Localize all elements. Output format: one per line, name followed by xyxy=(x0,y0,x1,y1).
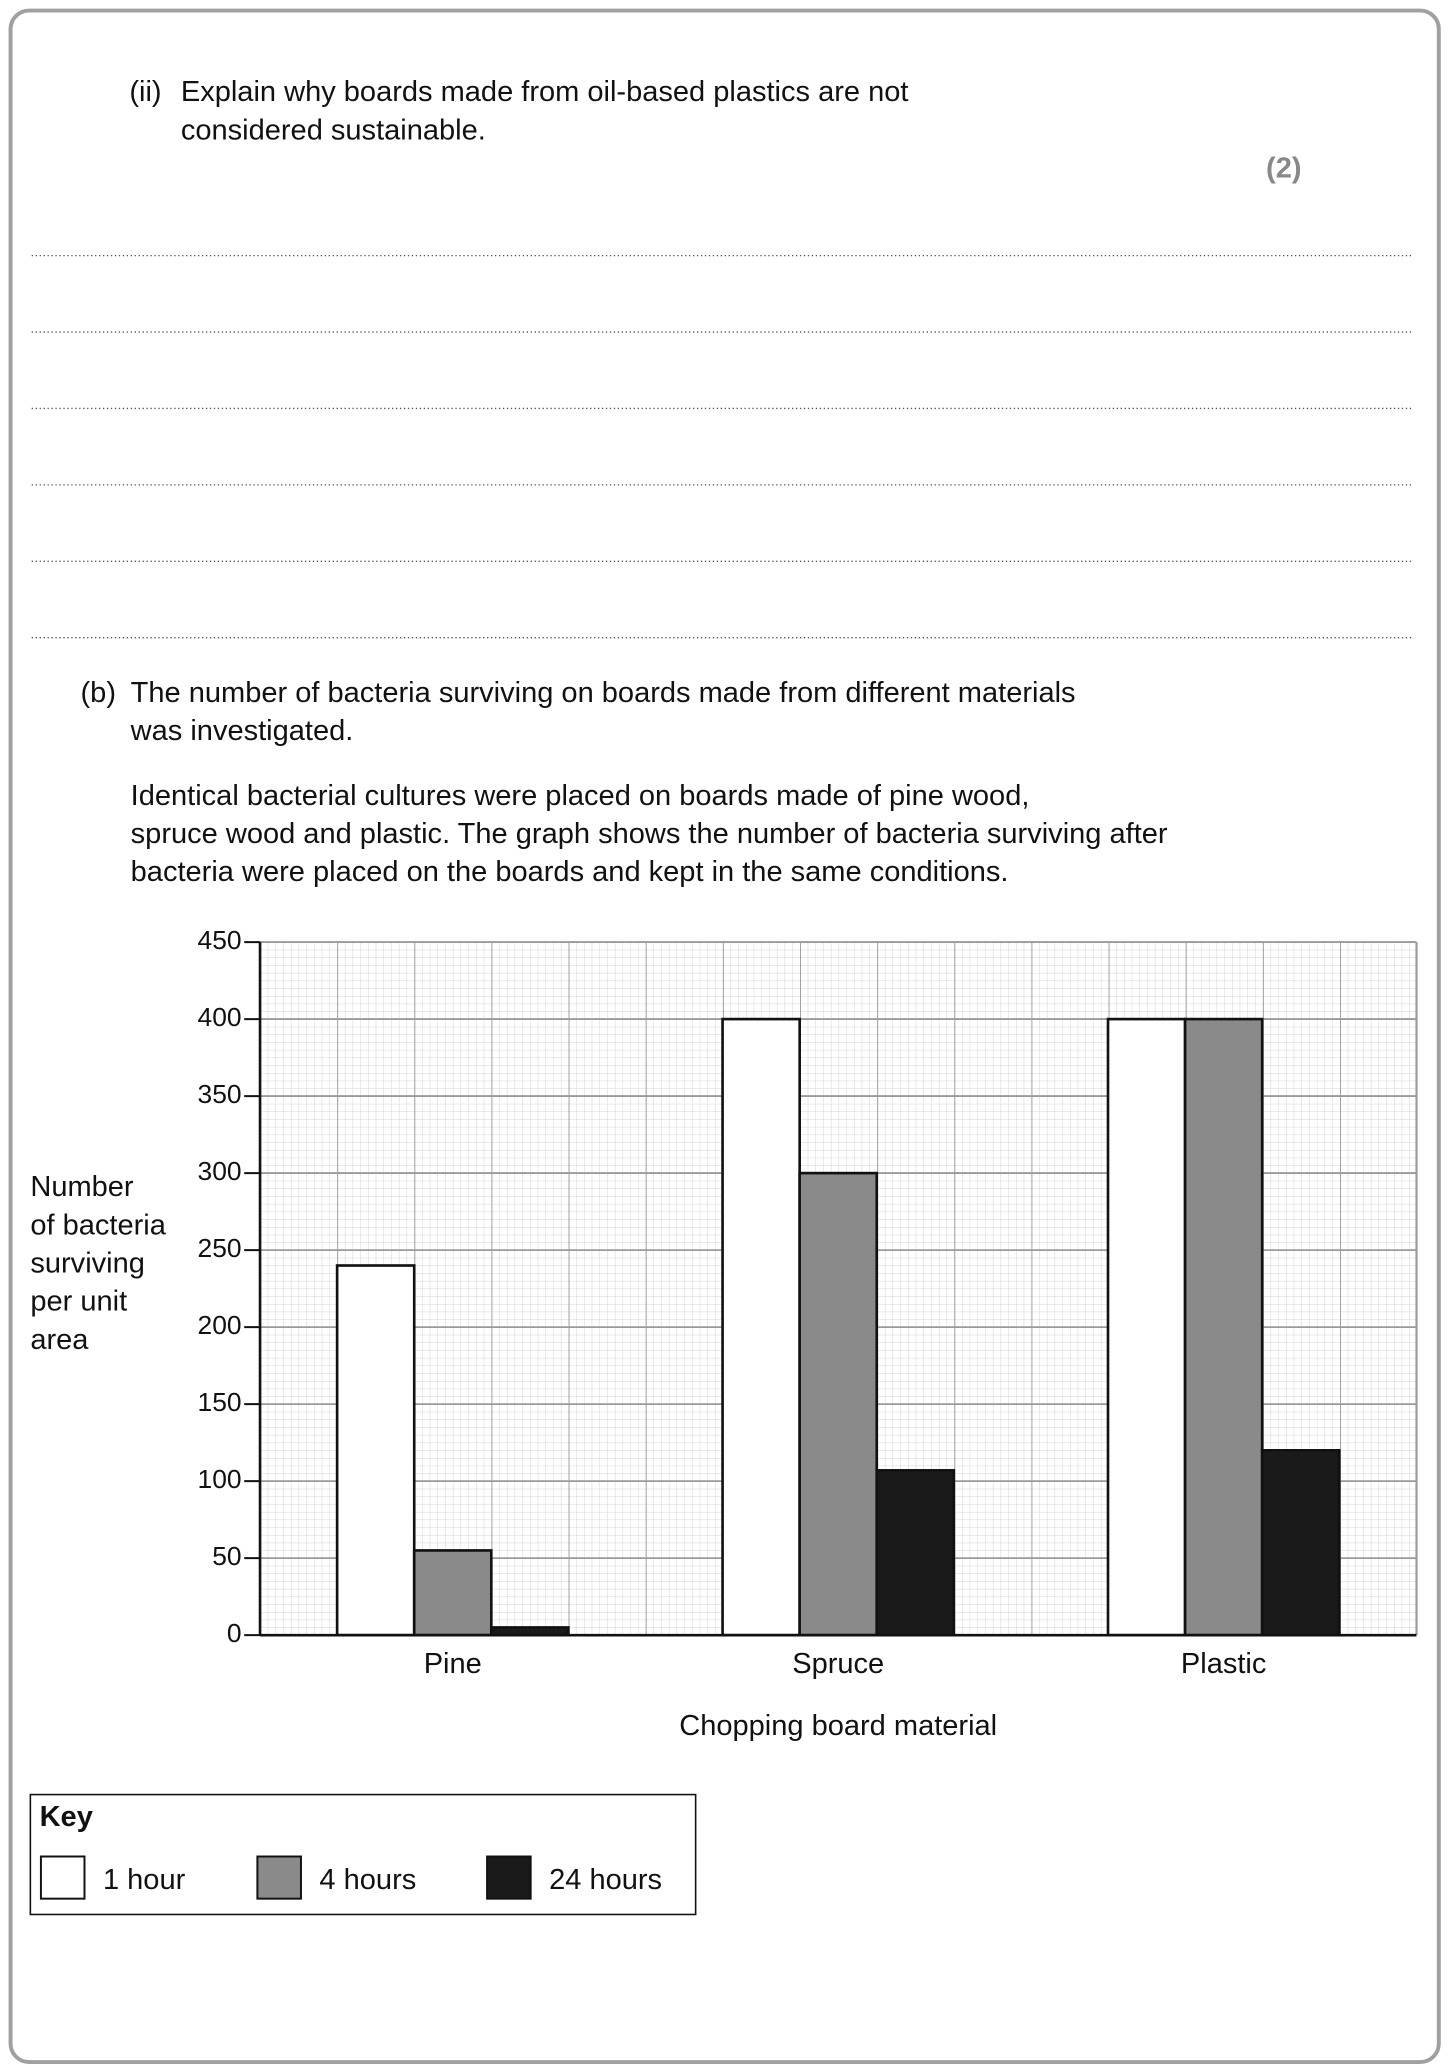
y-tick-label: 0 xyxy=(227,1618,242,1648)
y-axis-title: Number xyxy=(30,1171,134,1203)
question-text: was investigated. xyxy=(130,715,354,747)
y-tick-label: 400 xyxy=(198,1002,242,1032)
y-tick-label: 150 xyxy=(198,1387,242,1417)
y-axis-title: per unit xyxy=(30,1286,127,1318)
bar xyxy=(1183,1017,1264,1637)
answer-lines xyxy=(31,254,1412,639)
y-tick-label: 250 xyxy=(198,1233,242,1263)
y-axis-title: area xyxy=(30,1324,89,1356)
legend-swatch xyxy=(39,1855,86,1900)
x-axis-title: Chopping board material xyxy=(679,1710,997,1742)
question-text: considered sustainable. xyxy=(181,114,486,146)
y-tick-label: 100 xyxy=(198,1464,242,1494)
y-axis-title: of bacteria xyxy=(30,1209,166,1241)
question-text: Explain why boards made from oil-based p… xyxy=(181,76,909,108)
bar xyxy=(721,1017,801,1637)
question-label: (b) xyxy=(81,677,116,709)
legend-swatch xyxy=(256,1855,302,1900)
paragraph-line: spruce wood and plastic. The graph shows… xyxy=(131,818,1168,850)
bar xyxy=(1260,1449,1341,1637)
x-tick-label: Pine xyxy=(424,1648,482,1680)
paragraph-line: bacteria were placed on the boards and k… xyxy=(131,856,1009,888)
legend-swatch xyxy=(486,1855,532,1900)
x-tick-label: Spruce xyxy=(792,1648,884,1680)
legend: Key 1 hour 4 hours 24 hours xyxy=(29,1793,697,1916)
legend-title: Key xyxy=(40,1801,93,1833)
y-axis-title: surviving xyxy=(30,1248,145,1280)
x-tick-label: Plastic xyxy=(1181,1648,1266,1680)
y-tick-label: 200 xyxy=(198,1310,242,1340)
legend-label: 1 hour xyxy=(103,1864,186,1896)
question-text: The number of bacteria surviving on boar… xyxy=(131,677,1076,709)
legend-box xyxy=(29,1793,697,1916)
y-tick-label: 50 xyxy=(212,1541,241,1571)
bar xyxy=(1106,1017,1187,1637)
marks: (2) xyxy=(1266,153,1301,185)
legend-label: 4 hours xyxy=(319,1864,416,1896)
chart: 0 50 100 150 200 250 300 350 400 450 Pine Spruce Pla… xyxy=(30,925,1418,1742)
page-border xyxy=(8,8,1441,2065)
y-tick-label: 350 xyxy=(198,1079,242,1109)
bar xyxy=(798,1171,879,1637)
paragraph-line: Identical bacterial cultures were placed… xyxy=(131,780,1030,812)
legend-label: 24 hours xyxy=(549,1864,662,1896)
bar xyxy=(335,1264,416,1637)
bar xyxy=(412,1549,493,1637)
question-label: (ii) xyxy=(129,76,161,108)
y-tick-label: 450 xyxy=(198,925,242,955)
bar xyxy=(875,1469,956,1637)
y-tick-label: 300 xyxy=(198,1156,242,1186)
